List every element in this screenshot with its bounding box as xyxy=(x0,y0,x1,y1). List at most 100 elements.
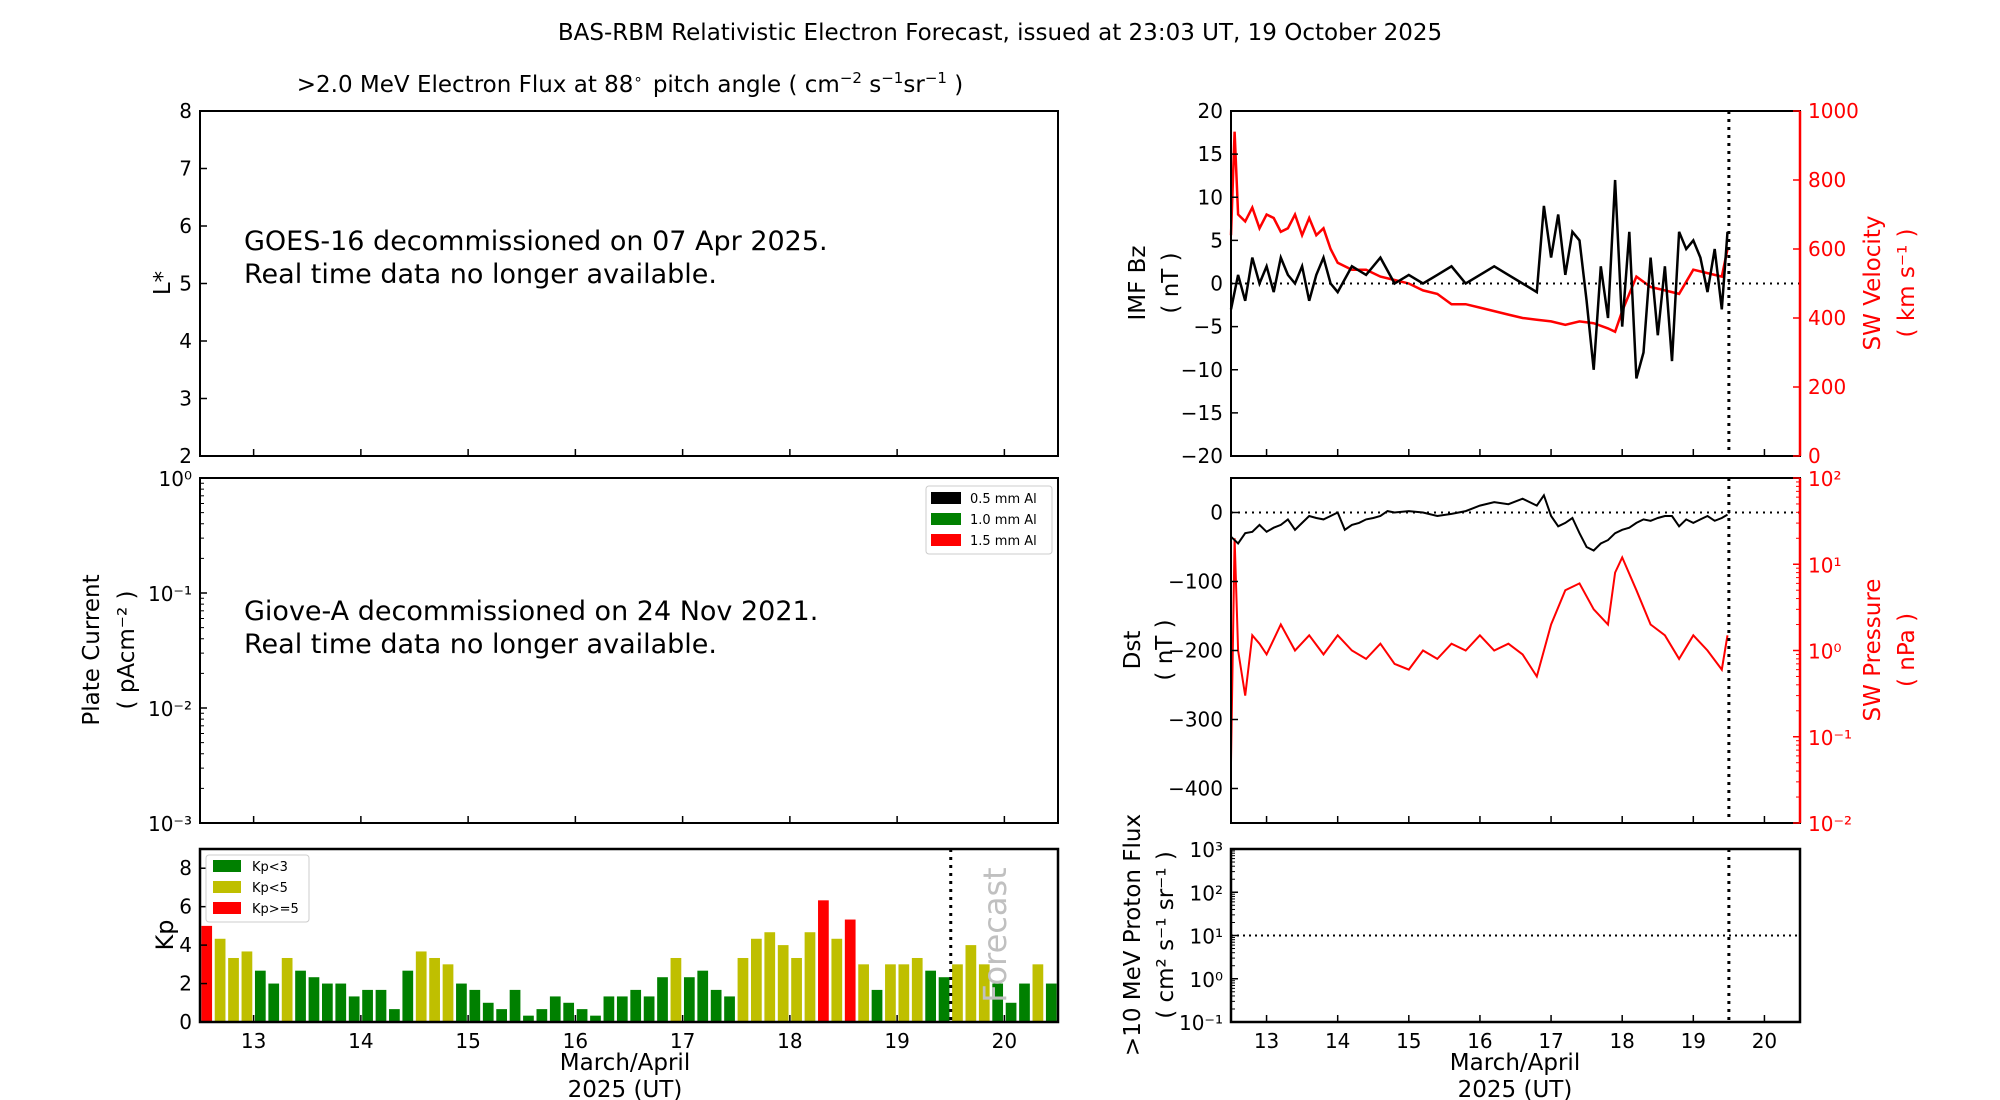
kp-bar xyxy=(576,1009,588,1022)
y-tick-label: −5 xyxy=(1194,315,1223,339)
proton-flux-panel: 10⁻¹ 10⁰ 10¹ 10² 10³ 13 14 15 16 17 18 19 20 >10 Me… xyxy=(1120,814,1802,1100)
kp-bar xyxy=(603,996,615,1022)
imf-bz-line xyxy=(1229,179,1729,379)
kp-ylabel: Kp xyxy=(151,920,179,951)
kp-bar xyxy=(348,996,360,1022)
kp-xlabel-line2: 2025 (UT) xyxy=(568,1077,683,1100)
legend-label: Kp<5 xyxy=(252,881,288,896)
kp-bar xyxy=(456,983,467,1022)
kp-bar xyxy=(818,900,829,1022)
y-tick-label: −20 xyxy=(1181,444,1223,468)
electron-flux-yticks: 2 3 4 5 6 7 8 xyxy=(179,99,207,468)
plate-current-message-line2: Real time data no longer available. xyxy=(244,629,717,660)
kp-bar xyxy=(925,970,937,1022)
kp-bar xyxy=(804,932,816,1022)
y-tick-label: 800 xyxy=(1808,168,1846,192)
legend-label: Kp<3 xyxy=(252,860,288,875)
y-tick-label: −10 xyxy=(1181,358,1223,382)
proton-xlabel-line1: March/April xyxy=(1450,1050,1580,1076)
x-tick-label: 19 xyxy=(1681,1029,1706,1053)
kp-bar xyxy=(362,989,373,1022)
y-tick-label: 10³ xyxy=(1190,838,1223,862)
kp-bar xyxy=(375,989,387,1022)
sw-pressure-ylabel: SW Pressure xyxy=(1860,579,1886,722)
y-tick-label: 10⁻¹ xyxy=(1179,1011,1223,1035)
kp-bar xyxy=(885,964,896,1022)
y-tick-label: 4 xyxy=(179,329,192,353)
y-tick-label: 2 xyxy=(179,972,192,996)
kp-bar xyxy=(858,964,869,1022)
kp-bar xyxy=(295,970,306,1022)
plate-current-axes xyxy=(199,477,1059,824)
y-tick-label: −200 xyxy=(1168,639,1223,663)
kp-bar xyxy=(254,970,266,1022)
kp-bar xyxy=(228,957,239,1022)
kp-bar xyxy=(482,1002,494,1022)
kp-bar xyxy=(992,983,1004,1022)
kp-bar xyxy=(965,945,977,1022)
kp-bars xyxy=(201,900,1057,1022)
y-tick-label: 10⁰ xyxy=(1190,968,1223,992)
y-tick-label: 8 xyxy=(179,856,192,880)
y-tick-label: 3 xyxy=(179,387,192,411)
legend-label: Kp>=5 xyxy=(252,902,299,917)
kp-bar xyxy=(737,957,749,1022)
x-tick-label: 19 xyxy=(884,1029,909,1053)
y-tick-label: 4 xyxy=(179,933,192,957)
legend-swatch-red xyxy=(931,534,961,546)
proton-xlabel-line2: 2025 (UT) xyxy=(1458,1077,1573,1100)
kp-bar xyxy=(281,957,293,1022)
kp-bar xyxy=(496,1009,508,1022)
dst-ylabel: Dst xyxy=(1120,631,1146,670)
y-tick-label: −100 xyxy=(1168,570,1223,594)
y-tick-label: 0 xyxy=(1210,501,1223,525)
legend-label: 0.5 mm Al xyxy=(970,492,1037,507)
x-tick-label: 13 xyxy=(241,1029,266,1053)
kp-legend: Kp<3 Kp<5 Kp>=5 xyxy=(205,854,310,923)
y-tick-label: 1000 xyxy=(1808,99,1859,123)
plate-current-yunits: ( pAcm⁻² ) xyxy=(114,591,140,710)
kp-bar xyxy=(777,945,789,1022)
y-tick-label: 10⁰ xyxy=(1808,640,1841,664)
legend-swatch-kp-mid xyxy=(213,881,241,893)
y-tick-label: 5 xyxy=(1210,228,1223,252)
kp-bar xyxy=(1005,1002,1017,1022)
sw-velocity-line xyxy=(1229,131,1729,334)
legend-label: 1.5 mm Al xyxy=(970,534,1037,549)
y-tick-label: 10⁻¹ xyxy=(148,582,192,606)
kp-bar xyxy=(1032,964,1044,1022)
x-tick-label: 17 xyxy=(670,1029,695,1053)
y-tick-label: 7 xyxy=(179,157,192,181)
kp-bar xyxy=(844,919,856,1022)
sw-velocity-ylabel: SW Velocity xyxy=(1860,216,1886,351)
kp-bar xyxy=(469,989,481,1022)
kp-bar xyxy=(1019,983,1030,1022)
imf-bz-ylabel: IMF Bz xyxy=(1125,245,1151,320)
y-tick-label: −400 xyxy=(1168,777,1223,801)
kp-bar xyxy=(697,970,709,1022)
y-tick-label: 5 xyxy=(179,272,192,296)
electron-flux-panel: >2.0 MeV Electron Flux at 88∘ pitch angle… xyxy=(150,69,1059,468)
y-tick-label: 10⁻² xyxy=(148,697,192,721)
kp-bar xyxy=(429,957,440,1022)
legend-swatch-kp-low xyxy=(213,860,241,872)
sw-velocity-yunits: ( km s⁻¹ ) xyxy=(1894,229,1920,338)
electron-flux-title: >2.0 MeV Electron Flux at 88∘ pitch angle… xyxy=(297,69,963,98)
kp-bar xyxy=(791,957,802,1022)
legend-swatch-black xyxy=(931,492,961,504)
y-tick-label: 10 xyxy=(1198,185,1223,209)
x-tick-label: 14 xyxy=(1325,1029,1350,1053)
kp-bar xyxy=(978,964,990,1022)
kp-bar xyxy=(563,1002,575,1022)
y-tick-label: 10⁻¹ xyxy=(1808,726,1852,750)
figure-title: BAS-RBM Relativistic Electron Forecast, … xyxy=(558,20,1442,46)
imf-bz-yunits: ( nT ) xyxy=(1158,252,1184,313)
x-tick-label: 20 xyxy=(992,1029,1017,1053)
dst-yticks: −400 −300 −200 −100 0 xyxy=(1168,501,1238,801)
kp-bar xyxy=(898,964,910,1022)
y-tick-label: 6 xyxy=(179,895,192,919)
sw-pressure-line xyxy=(1230,538,1729,763)
kp-yticks: 0 2 4 6 8 xyxy=(179,856,207,1034)
electron-flux-message-line2: Real time data no longer available. xyxy=(244,259,717,290)
